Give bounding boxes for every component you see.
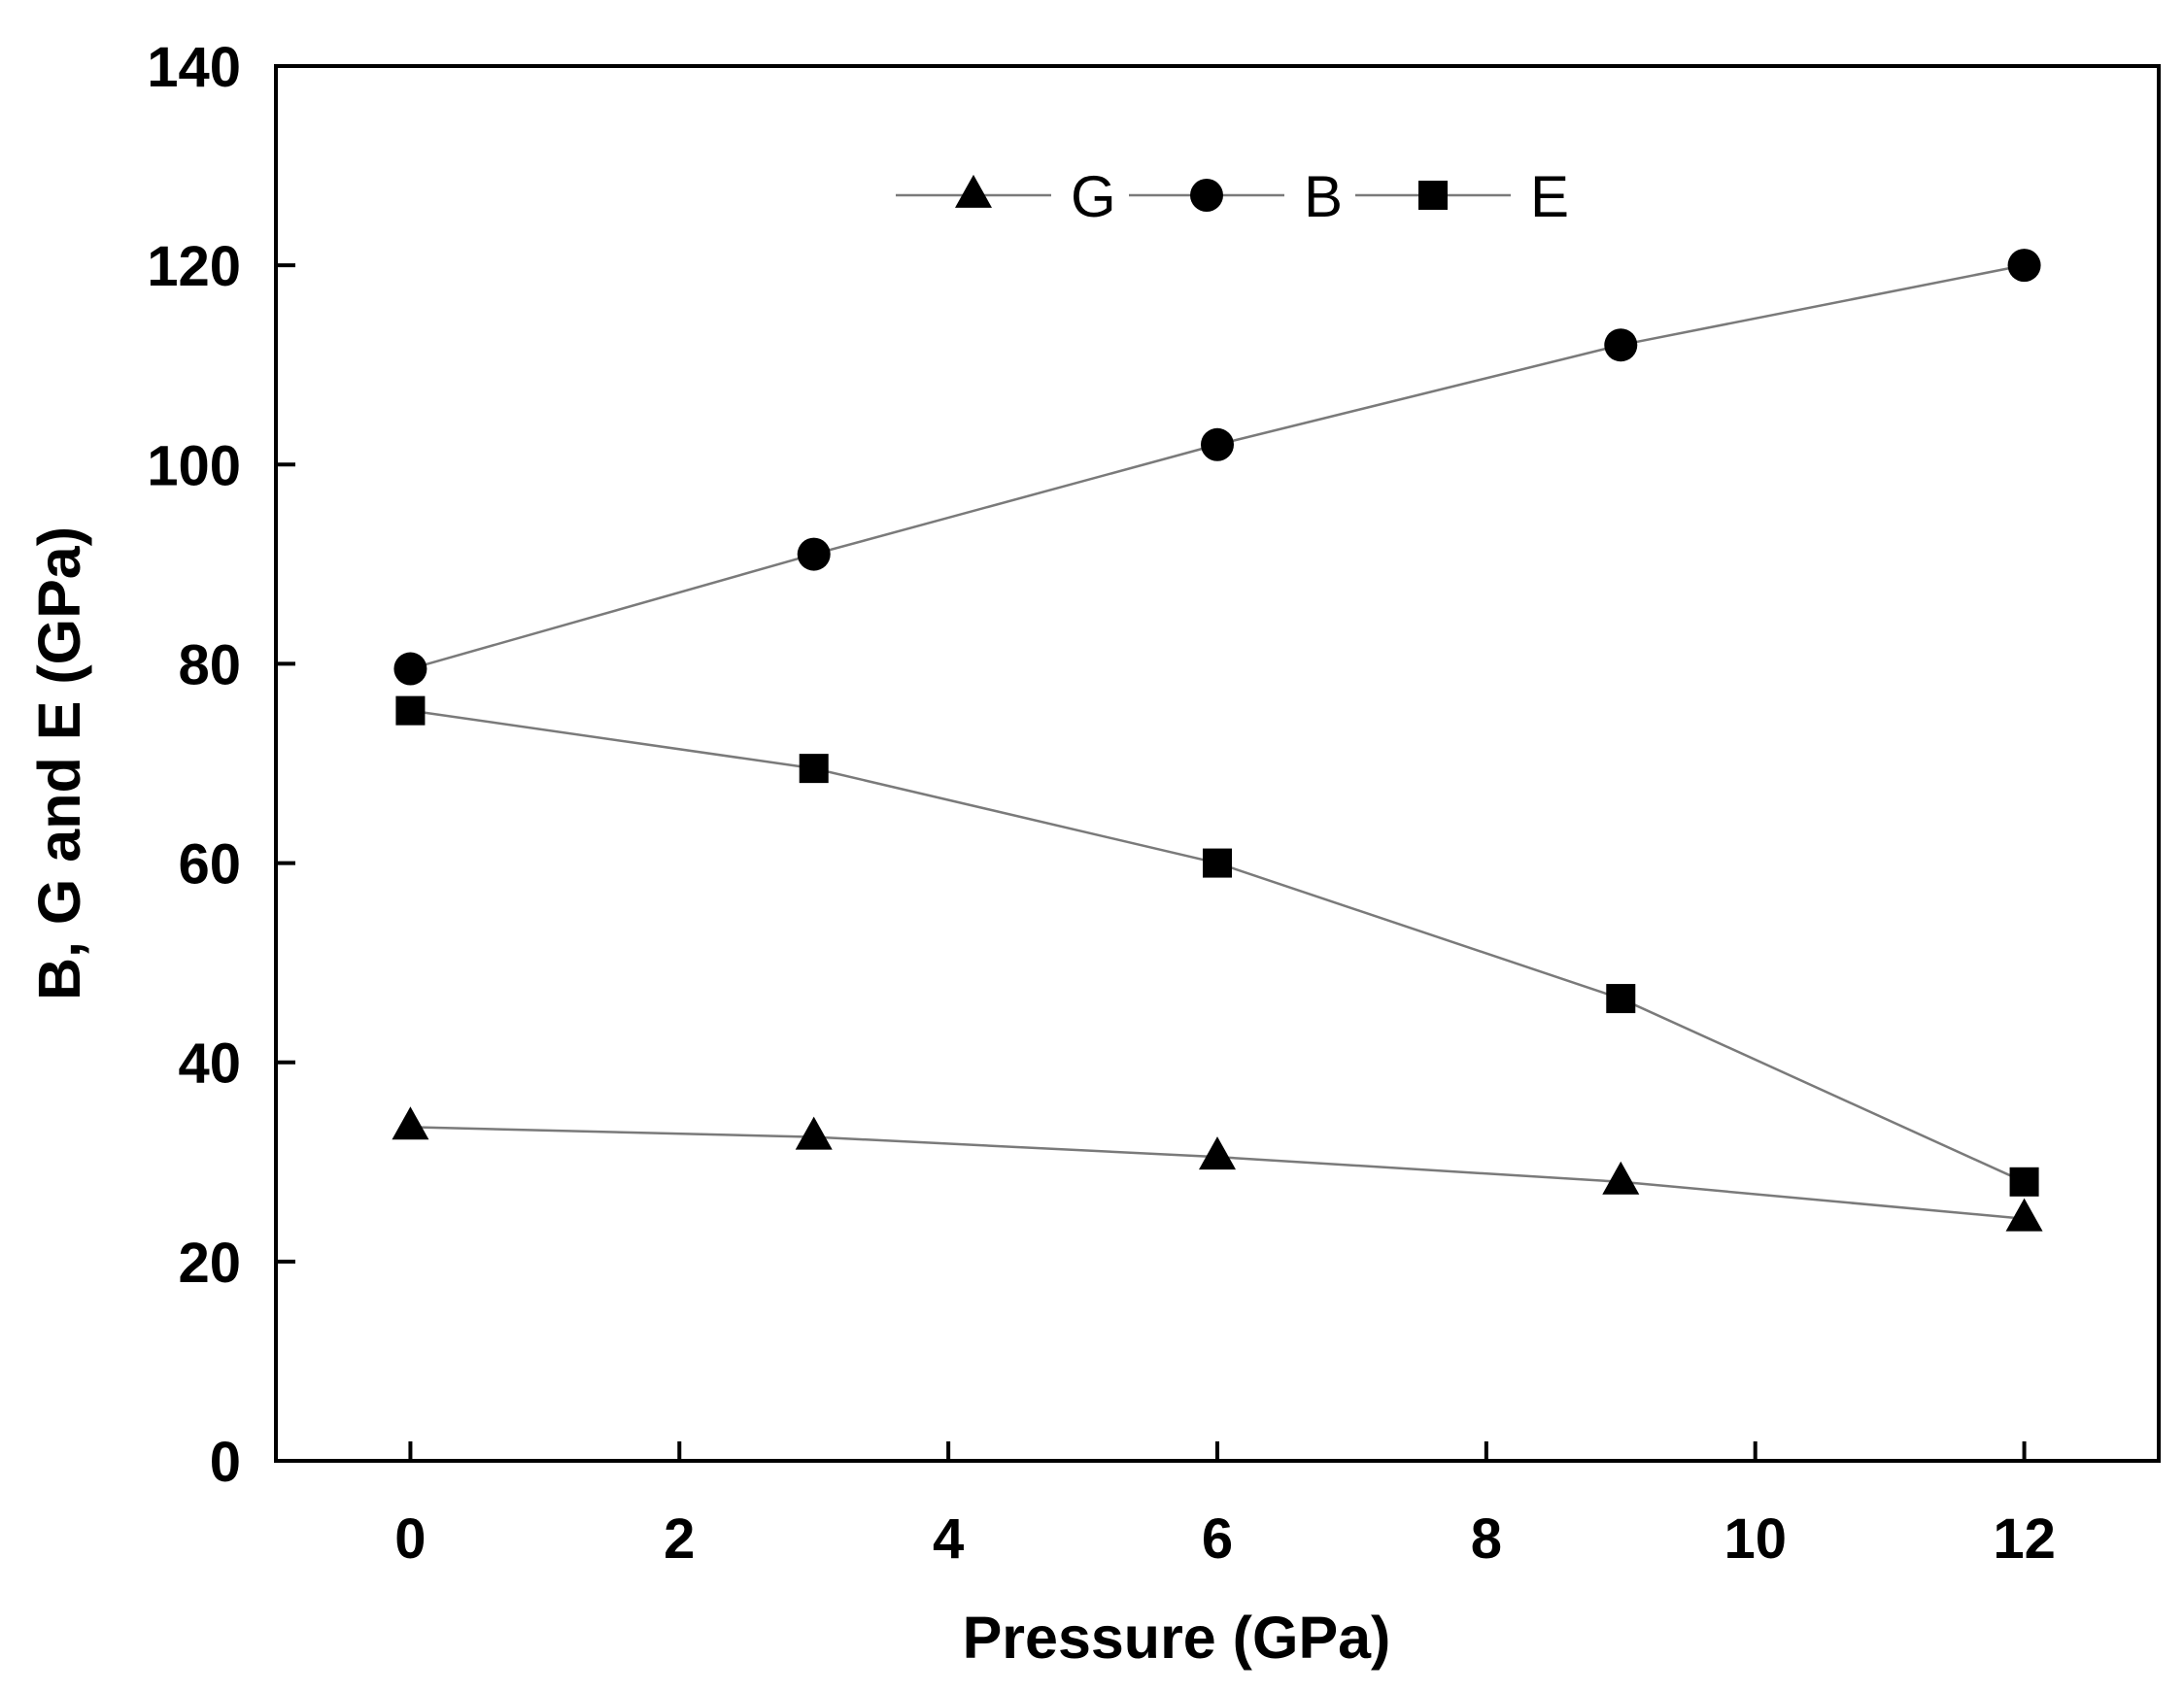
series-line-e bbox=[410, 709, 2026, 1183]
series-lines bbox=[410, 263, 2026, 1220]
data-point-e bbox=[1203, 848, 1232, 878]
y-tick-label: 0 bbox=[210, 1431, 241, 1494]
data-point-b bbox=[1201, 427, 1234, 461]
y-tick-label: 80 bbox=[178, 633, 241, 696]
data-point-g bbox=[1199, 1136, 1236, 1170]
data-point-e bbox=[395, 695, 426, 726]
y-tick-label: 40 bbox=[178, 1032, 241, 1096]
y-axis-ticks: 0 20 40 60 80 100 120 140 bbox=[147, 36, 295, 1494]
legend-label-b: B bbox=[1304, 164, 1343, 229]
y-axis-title: B, G and E (GPa) bbox=[26, 526, 92, 1000]
series-line-b bbox=[410, 263, 2025, 670]
x-axis-ticks: 0 2 4 6 8 10 12 bbox=[394, 1441, 2056, 1571]
x-tick-label: 4 bbox=[933, 1507, 964, 1571]
data-point-b bbox=[797, 537, 831, 571]
legend-label-e: E bbox=[1530, 164, 1569, 229]
legend-marker-e bbox=[1418, 181, 1448, 210]
data-point-g bbox=[795, 1116, 833, 1150]
x-tick-label: 12 bbox=[1993, 1507, 2056, 1571]
data-point-b bbox=[1604, 328, 1638, 362]
data-point-g bbox=[1602, 1161, 1640, 1195]
data-point-g bbox=[2005, 1198, 2043, 1232]
x-axis-title: Pressure (GPa) bbox=[963, 1605, 1391, 1671]
data-point-e bbox=[2009, 1167, 2039, 1197]
x-tick-label: 0 bbox=[394, 1507, 426, 1571]
x-tick-label: 10 bbox=[1723, 1507, 1787, 1571]
plot-frame bbox=[274, 64, 2161, 1463]
y-tick-label: 100 bbox=[147, 434, 241, 497]
data-point-b bbox=[393, 652, 427, 686]
x-tick-label: 6 bbox=[1202, 1507, 1233, 1571]
y-tick-label: 120 bbox=[147, 235, 241, 298]
series-markers bbox=[392, 249, 2043, 1232]
y-tick-label: 20 bbox=[178, 1232, 241, 1295]
x-tick-label: 8 bbox=[1471, 1507, 1502, 1571]
legend-marker-b bbox=[1190, 179, 1223, 212]
y-tick-label: 140 bbox=[147, 36, 241, 99]
data-point-g bbox=[392, 1106, 429, 1140]
data-point-e bbox=[1606, 984, 1636, 1014]
x-tick-label: 2 bbox=[664, 1507, 695, 1571]
data-point-e bbox=[799, 754, 829, 784]
y-tick-label: 60 bbox=[178, 833, 241, 897]
legend-label-g: G bbox=[1071, 164, 1116, 229]
data-point-b bbox=[2007, 249, 2041, 283]
legend-marker-g bbox=[955, 174, 992, 208]
